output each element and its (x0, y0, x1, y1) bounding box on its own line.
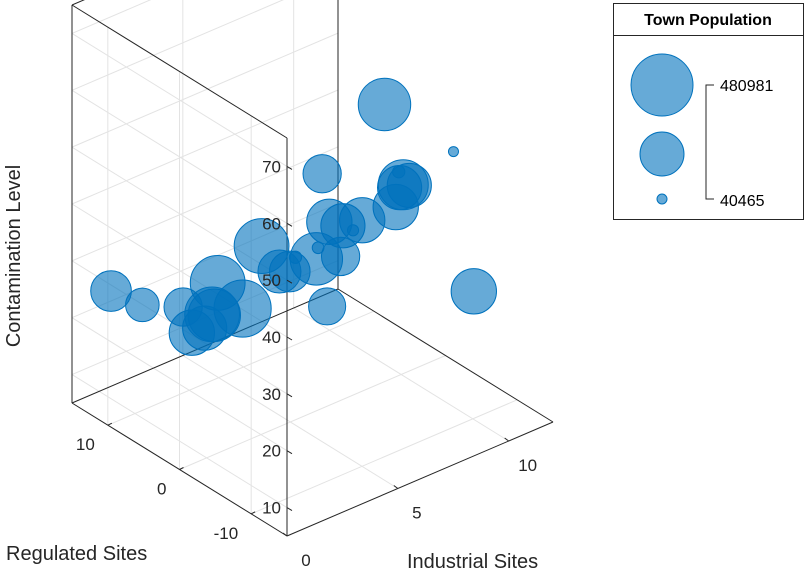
gridline-z-right (71, 0, 152, 34)
gridline-y-floor (250, 399, 518, 515)
z-tick-label: 10 (262, 499, 281, 518)
floor-grid (71, 307, 518, 537)
gridline-z-right (71, 0, 284, 91)
y-tick (179, 467, 184, 470)
bubble (233, 218, 290, 274)
gridline-z-right (71, 32, 339, 148)
bubbles (90, 77, 497, 356)
gridline-y-floor (107, 310, 375, 426)
z-tick (286, 336, 293, 341)
legend-min-label: 40465 (720, 193, 765, 210)
x-tick-label: 5 (412, 504, 421, 523)
x-axis-label: Industrial Sites (407, 551, 538, 572)
z-tick-label: 50 (262, 271, 281, 290)
bubble (308, 287, 347, 326)
z-tick (286, 279, 293, 284)
z-tick (286, 222, 293, 227)
gridline-y-floor (179, 355, 446, 470)
bubble (125, 287, 160, 323)
bubble (447, 146, 459, 158)
x-tick (393, 485, 399, 489)
z-tick (286, 393, 293, 398)
legend: Town Population 480981 40465 (613, 3, 804, 220)
x-tick (504, 437, 509, 442)
gridline-z-right (71, 89, 339, 205)
bubble (288, 250, 303, 264)
tick-labels: 10 20 30 40 50 60 70 10 0 -10 0 5 10 (76, 157, 537, 570)
y-tick-label: 0 (157, 480, 166, 499)
y-tick-label: -10 (214, 524, 239, 543)
z-tick (286, 165, 293, 170)
y-axis-label: Regulated Sites (6, 543, 147, 565)
z-axis-label: Contamination Level (3, 165, 25, 347)
top-edge-right (71, 0, 85, 6)
z-tick-label: 60 (262, 214, 281, 233)
legend-title: Town Population (644, 12, 772, 29)
bubble (357, 77, 412, 132)
y-tick-label: 10 (76, 435, 95, 454)
z-tick-label: 20 (262, 442, 281, 461)
x-tick (282, 532, 288, 537)
bubble (306, 198, 353, 246)
bubble (450, 268, 497, 315)
x-tick-label: 0 (301, 551, 310, 570)
z-tick-label: 30 (262, 385, 281, 404)
z-tick (286, 450, 293, 455)
bubble (302, 154, 342, 194)
legend-bubble-medium (639, 131, 685, 177)
legend-max-label: 480981 (720, 78, 773, 95)
z-tick (286, 507, 293, 512)
bubble (90, 270, 132, 312)
legend-bracket (705, 84, 714, 200)
bubble (182, 305, 228, 351)
x-tick-label: 10 (518, 456, 537, 475)
y-axis-line-front (337, 288, 554, 423)
y-tick (250, 511, 256, 515)
top-edge-left (71, 4, 288, 139)
bubble (392, 165, 406, 179)
legend-bubble-large (630, 53, 694, 117)
z-tick-label: 40 (262, 328, 281, 347)
legend-bubble-small (656, 193, 668, 205)
z-tick-label: 70 (262, 157, 281, 176)
y-tick (107, 422, 113, 426)
